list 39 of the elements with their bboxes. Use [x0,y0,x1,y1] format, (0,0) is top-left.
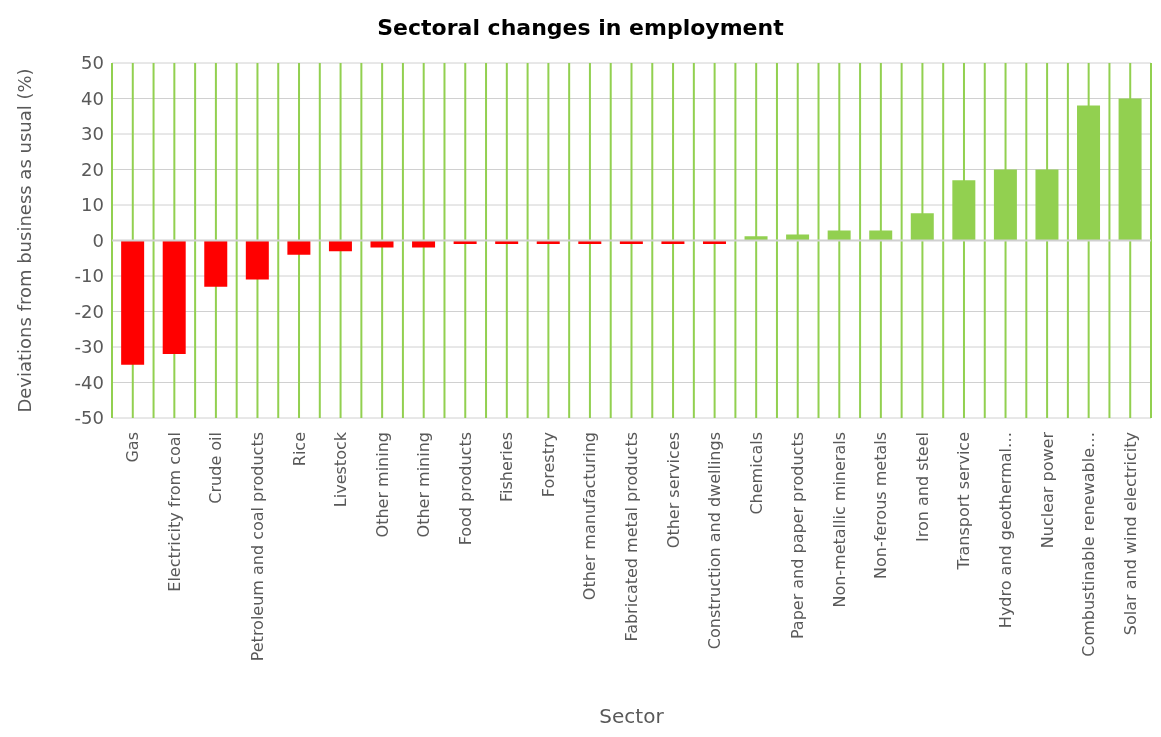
chart-title: Sectoral changes in employment [376,14,785,42]
x-tick-label: Paper and paper products [788,432,808,640]
x-tick-label: Other mining [414,432,434,538]
x-tick-label: Other manufacturing [580,432,600,601]
y-tick-label: -20 [74,300,104,322]
y-tick-label: -40 [74,371,104,393]
x-tick-label: Livestock [331,431,351,508]
x-tick-label: Hydro and geothermal… [996,432,1016,629]
x-tick-label: Construction and dwellings [705,432,725,650]
x-tick-label: Combustinable renewable… [1079,432,1099,657]
y-tick-label: -10 [74,265,104,287]
x-tick-label: Fabricated metal products [622,432,641,642]
x-axis-title: Sector [599,704,665,728]
x-tick-label: Other services [663,432,683,549]
y-tick-label: -30 [74,336,104,358]
y-tick-label: 50 [81,52,104,74]
x-tick-label: Electricity from coal [164,432,184,592]
x-tick-label: Rice [289,432,309,467]
x-tick-label: Fisheries [497,432,517,503]
x-tick-label: Solar and wind electricity [1120,432,1140,636]
x-tick-label: Transport service [954,432,974,571]
x-tick-label: Petroleum and coal products [247,432,267,662]
x-tick-label: Crude oil [206,432,226,504]
x-tick-label: Gas [123,432,143,463]
x-tick-label: Chemicals [746,432,766,515]
y-tick-label: 30 [81,123,104,145]
y-axis-title: Deviations from business as usual (%) [13,68,35,413]
y-tick-label: 40 [81,87,104,109]
y-tick-label: 0 [92,229,104,251]
x-tick-label: Forestry [538,432,558,498]
x-tick-label: Food products [455,432,475,546]
x-tick-label: Non-metallic minerals [829,432,849,608]
y-tick-label: 20 [81,158,104,180]
x-tick-label: Iron and steel [912,432,932,542]
y-tick-label: -50 [74,407,104,429]
x-tick-label: Nuclear power [1037,431,1057,549]
x-tick-label: Other mining [372,432,392,538]
y-tick-label: 10 [81,194,104,216]
x-tick-label: Non-ferous metals [871,432,891,580]
